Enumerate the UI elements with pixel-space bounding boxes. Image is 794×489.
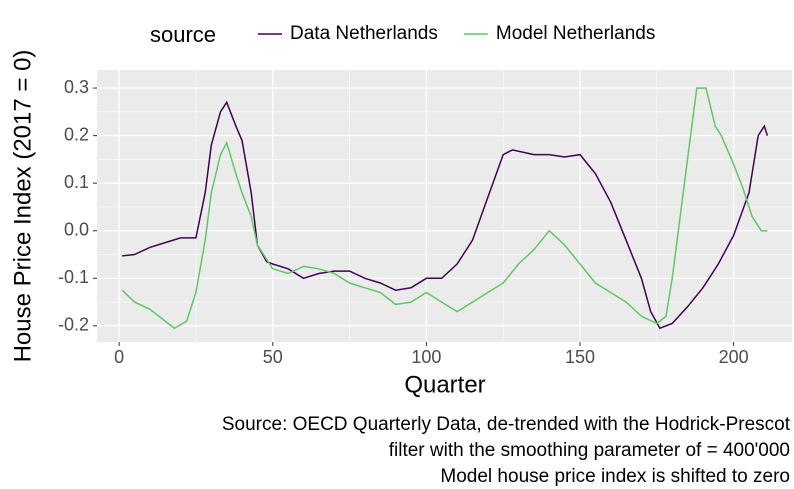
y-tick-label: 0.2 xyxy=(64,124,89,144)
caption: Source: OECD Quarterly Data, de-trended … xyxy=(222,414,791,435)
y-tick-label: -0.2 xyxy=(58,315,89,335)
series-line xyxy=(122,100,769,330)
legend-label: Data Netherlands xyxy=(290,23,438,44)
caption: Model house price index is shifted to ze… xyxy=(440,466,790,487)
legend-label: Model Netherlands xyxy=(496,23,655,44)
x-tick-label: 100 xyxy=(411,347,441,367)
caption: filter with the smoothing parameter of =… xyxy=(389,440,790,461)
y-tick-label: 0.0 xyxy=(64,219,89,239)
legend-title: source xyxy=(150,22,216,47)
y-axis-title: House Price Index (2017 = 0) xyxy=(9,50,36,363)
x-tick-label: 0 xyxy=(114,347,124,367)
x-tick-label: 200 xyxy=(719,347,749,367)
x-axis-title: Quarter xyxy=(404,371,485,398)
y-tick-label: -0.1 xyxy=(58,267,89,287)
y-tick-label: 0.1 xyxy=(64,172,89,192)
y-tick-label: 0.3 xyxy=(64,77,89,97)
x-tick-label: 150 xyxy=(565,347,595,367)
plot-panel xyxy=(97,70,792,342)
x-tick-label: 50 xyxy=(263,347,283,367)
series-line xyxy=(121,87,768,330)
